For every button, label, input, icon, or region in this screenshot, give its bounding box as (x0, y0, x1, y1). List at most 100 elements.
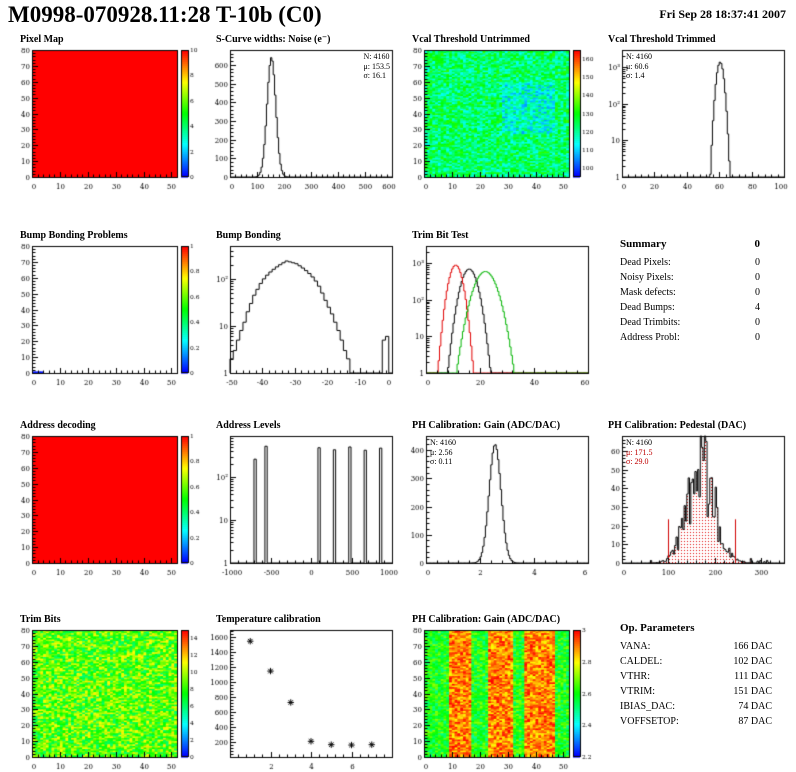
op-parameter-label: IBIAS_DAC: (620, 701, 676, 712)
summary-row-label: Noisy Pixels: (620, 272, 674, 283)
chart-ph-gain-2d: PH Calibration: Gain (ADC/DAC) (400, 583, 596, 772)
scurve-noise-canvas (204, 46, 400, 192)
summary-row-value: 4 (755, 302, 760, 313)
chart-title: Address Levels (216, 420, 281, 431)
summary-row-value: 0 (755, 257, 760, 268)
summary-row-label: Dead Bumps: (620, 302, 675, 313)
chart-vcal-threshold-untrimmed: Vcal Threshold Untrimmed (400, 28, 596, 213)
bump-bonding-canvas (204, 242, 400, 388)
summary-row-value: 0 (755, 317, 760, 328)
temperature-calibration-canvas (204, 626, 400, 772)
chart-title: Trim Bits (20, 614, 61, 625)
stat-line: μ: 171.5 (626, 447, 653, 457)
plot-area (8, 242, 204, 388)
trim-bits-canvas (8, 626, 204, 772)
summary-row: Address Probl: 0 (620, 330, 760, 345)
stat-line: N: 4160 (430, 438, 456, 447)
chart-title: Bump Bonding Problems (20, 230, 128, 241)
op-parameter-row: CALDEL: 102 DAC (620, 654, 772, 669)
trim-bit-test-canvas (400, 242, 596, 388)
chart-title: PH Calibration: Pedestal (DAC) (608, 420, 747, 431)
op-parameter-row: VANA: 166 DAC (620, 639, 772, 654)
stat-line: N: 4160 (626, 438, 652, 447)
stat-line: N: 4160 (626, 52, 652, 61)
ph-gain-1d-canvas (400, 432, 596, 578)
vcal-trimmed-canvas (596, 46, 792, 192)
ph-gain-2d-canvas (400, 626, 596, 772)
summary-title: Summary (620, 238, 667, 250)
chart-title: Trim Bit Test (412, 230, 469, 241)
address-decoding-canvas (8, 432, 204, 578)
pixel-map-canvas (8, 46, 204, 192)
summary-panel: Summary 0 Dead Pixels: 0 Noisy Pixels: 0… (596, 213, 792, 398)
plot-area (8, 46, 204, 192)
op-parameter-row: VOFFSETOP: 87 DAC (620, 714, 772, 729)
chart-ph-gain-1d: PH Calibration: Gain (ADC/DAC) N: 4160 μ… (400, 398, 596, 583)
chart-address-levels: Address Levels (204, 398, 400, 583)
chart-title: Bump Bonding (216, 230, 281, 241)
op-parameter-value: 87 DAC (738, 716, 772, 727)
summary-row-value: 0 (755, 272, 760, 283)
summary-row-label: Mask defects: (620, 287, 676, 298)
stat-line: μ: 153.5 (363, 61, 390, 71)
chart-trim-bit-test: Trim Bit Test (400, 213, 596, 398)
stat-line: σ: 29.0 (626, 457, 649, 466)
plot-area (400, 46, 596, 192)
chart-bump-bonding-problems: Bump Bonding Problems (8, 213, 204, 398)
stat-line: N: 4160 (363, 52, 390, 61)
ph-pedestal-canvas (596, 432, 792, 578)
summary-row: Noisy Pixels: 0 (620, 270, 760, 285)
op-parameter-label: CALDEL: (620, 656, 663, 667)
summary-row-value: 0 (755, 287, 760, 298)
summary-total: 0 (754, 238, 761, 250)
summary-row: Dead Trimbits: 0 (620, 315, 760, 330)
op-parameter-value: 111 DAC (734, 671, 772, 682)
stat-line: μ: 60.6 (626, 61, 649, 71)
plot-area (8, 432, 204, 578)
stat-line: σ: 0.11 (430, 457, 453, 466)
summary-header: Summary 0 (620, 237, 760, 252)
op-parameters-header: Op. Parameters (620, 621, 772, 636)
op-parameter-label: VOFFSETOP: (620, 716, 679, 727)
stat-line: σ: 1.4 (626, 71, 645, 80)
chart-title: Vcal Threshold Untrimmed (412, 34, 530, 45)
summary-row: Mask defects: 0 (620, 285, 760, 300)
plot-area (204, 242, 400, 388)
chart-title: S-Curve widths: Noise (e⁻) (216, 34, 331, 45)
chart-scurve-noise: S-Curve widths: Noise (e⁻) N: 4160 μ: 15… (204, 28, 400, 213)
timestamp: Fri Sep 28 18:37:41 2007 (659, 7, 786, 21)
stat-line: μ: 2.56 (430, 447, 453, 457)
stats-box: N: 4160 μ: 2.56 σ: 0.11 (430, 438, 456, 467)
stats-box: N: 4160 μ: 171.5 σ: 29.0 (626, 438, 653, 467)
op-parameter-row: IBIAS_DAC: 74 DAC (620, 699, 772, 714)
plot-area: N: 4160 μ: 171.5 σ: 29.0 (596, 432, 792, 578)
chart-trim-bits: Trim Bits (8, 583, 204, 772)
op-parameters-panel: Op. Parameters VANA: 166 DAC CALDEL: 102… (596, 583, 792, 772)
plot-area (204, 432, 400, 578)
bump-problems-canvas (8, 242, 204, 388)
summary-row: Dead Pixels: 0 (620, 255, 760, 270)
plot-area: N: 4160 μ: 153.5 σ: 16.1 (204, 46, 400, 192)
stats-box: N: 4160 μ: 60.6 σ: 1.4 (626, 52, 652, 81)
plot-area: N: 4160 μ: 2.56 σ: 0.11 (400, 432, 596, 578)
chart-address-decoding: Address decoding (8, 398, 204, 583)
op-parameter-label: VTHR: (620, 671, 650, 682)
op-parameter-value: 74 DAC (738, 701, 772, 712)
summary-row: Dead Bumps: 4 (620, 300, 760, 315)
chart-vcal-threshold-trimmed: Vcal Threshold Trimmed N: 4160 μ: 60.6 σ… (596, 28, 792, 213)
op-parameter-value: 102 DAC (733, 656, 772, 667)
plots-grid: Pixel Map S-Curve widths: Noise (e⁻) N: … (0, 28, 796, 772)
op-parameter-row: VTHR: 111 DAC (620, 669, 772, 684)
summary-row-label: Address Probl: (620, 332, 680, 343)
op-parameter-value: 166 DAC (733, 641, 772, 652)
op-parameter-label: VTRIM: (620, 686, 655, 697)
chart-title: Pixel Map (20, 34, 64, 45)
summary-row-value: 0 (755, 332, 760, 343)
report-header: M0998-070928.11:28 T-10b (C0) Fri Sep 28… (0, 0, 796, 28)
page-title: M0998-070928.11:28 T-10b (C0) (8, 2, 322, 27)
op-parameter-value: 151 DAC (733, 686, 772, 697)
plot-area: N: 4160 μ: 60.6 σ: 1.4 (596, 46, 792, 192)
chart-title: Address decoding (20, 420, 96, 431)
op-parameter-row: VTRIM: 151 DAC (620, 684, 772, 699)
plot-area (204, 626, 400, 772)
